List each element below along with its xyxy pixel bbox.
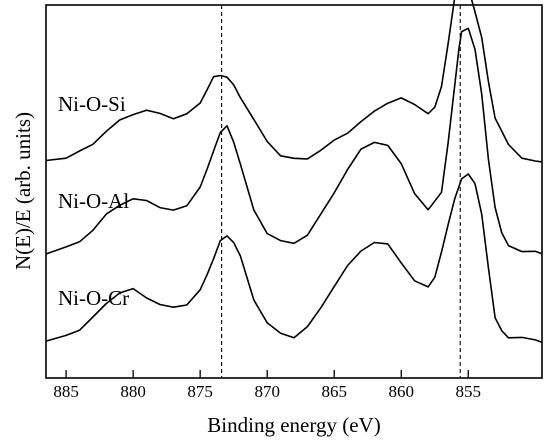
x-tick-label: 880	[120, 382, 146, 401]
series-label-ni-o-cr: Ni-O-Cr	[58, 286, 129, 310]
series-label-ni-o-al: Ni-O-Al	[58, 189, 129, 213]
x-tick-label: 855	[456, 382, 482, 401]
x-axis-label: Binding energy (eV)	[207, 413, 380, 437]
spectrum-line-ni-o-al	[45, 27, 543, 255]
x-tick-label: 885	[53, 382, 79, 401]
reference-lines	[221, 5, 461, 378]
x-axis-ticks: 885 880 875 870 865 860 855	[53, 370, 481, 401]
plot-frame	[45, 4, 543, 379]
x-tick-label: 875	[187, 382, 213, 401]
y-axis-label: N(E)/E (arb. units)	[11, 112, 35, 270]
spectrum-line-ni-o-si	[45, 0, 543, 163]
x-tick-label: 865	[321, 382, 347, 401]
x-tick-label: 870	[254, 382, 280, 401]
spectra-curves	[45, 0, 543, 343]
series-label-ni-o-si: Ni-O-Si	[58, 92, 126, 116]
spectrum-line-ni-o-cr	[45, 173, 543, 343]
x-tick-label: 860	[388, 382, 414, 401]
